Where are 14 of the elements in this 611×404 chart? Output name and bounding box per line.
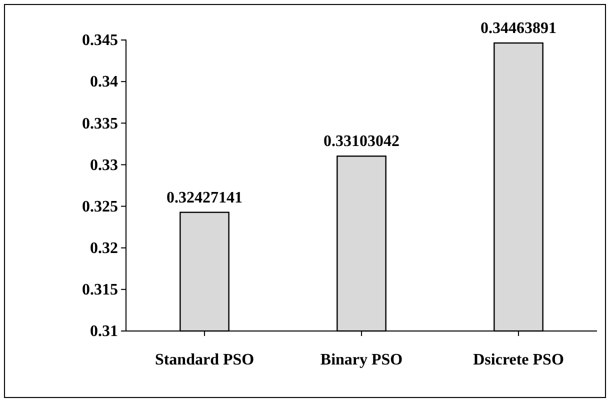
data-label: 0.33103042 xyxy=(324,133,400,150)
x-tick-label: Dsicrete PSO xyxy=(473,352,564,369)
y-tick-label: 0.33 xyxy=(90,156,118,174)
data-label: 0.32427141 xyxy=(166,189,242,206)
y-tick-label: 0.31 xyxy=(90,323,118,340)
data-label: 0.34463891 xyxy=(480,20,556,37)
y-tick-label: 0.34 xyxy=(90,74,118,91)
y-tick-label: 0.345 xyxy=(82,32,118,50)
y-tick-label: 0.315 xyxy=(82,282,118,299)
y-tick-label: 0.325 xyxy=(82,198,118,216)
y-tick-label: 0.335 xyxy=(82,115,118,132)
x-tick-label: Standard PSO xyxy=(154,352,254,369)
y-tick-label: 0.32 xyxy=(90,240,118,257)
x-tick-label: Binary PSO xyxy=(320,352,403,369)
